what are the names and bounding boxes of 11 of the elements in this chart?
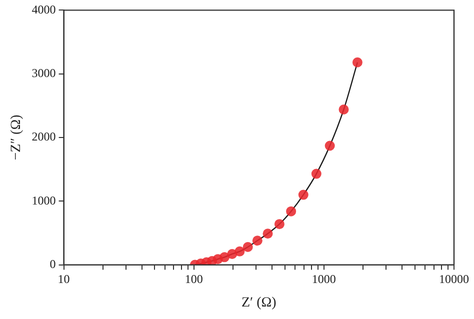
x-axis-title: Z′ (Ω) bbox=[241, 295, 277, 310]
x-tick-label: 10000 bbox=[439, 272, 469, 286]
y-axis-title: −Z″ (Ω) bbox=[9, 114, 24, 160]
y-tick-label: 3000 bbox=[32, 66, 56, 80]
x-tick-label: 10 bbox=[58, 272, 70, 286]
x-tick-label: 1000 bbox=[312, 272, 336, 286]
y-tick-label: 2000 bbox=[32, 130, 56, 144]
y-tick-label: 1000 bbox=[32, 193, 56, 208]
y-tick-label: 4000 bbox=[32, 2, 56, 16]
x-tick-label: 100 bbox=[184, 272, 203, 286]
y-tick-label: 0 bbox=[50, 256, 56, 271]
